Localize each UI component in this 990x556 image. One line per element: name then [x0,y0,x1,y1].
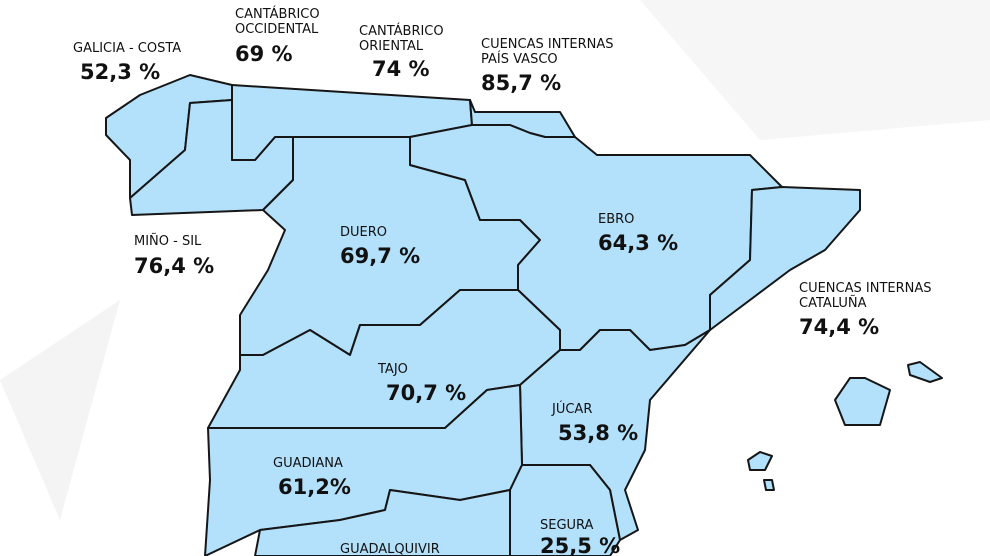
region-name: CATALUÑA [799,295,867,311]
region-value: 69,7 % [340,244,420,268]
region-value: 53,8 % [558,421,638,445]
region-name: CANTÁBRICO [359,23,444,39]
region-name: JÚCAR [551,401,592,417]
regions [105,74,943,556]
region-value: 61,2% [278,475,351,499]
region-value: 64,3 % [598,231,678,255]
region-name: OCCIDENTAL [235,22,319,37]
region-name: ORIENTAL [359,39,424,54]
region-value: 85,7 % [481,71,561,95]
bg-shape [0,300,120,520]
region-value: 52,3 % [80,60,160,84]
region-name: DUERO [340,225,387,240]
region-name: CANTÁBRICO [235,6,320,22]
region-name: PAÍS VASCO [481,51,558,67]
region [709,186,861,331]
region-name: MIÑO - SIL [134,233,202,249]
region-name: TAJO [377,362,408,377]
island [747,451,773,471]
region-name: EBRO [598,212,634,227]
region-value: 76,4 % [134,254,214,278]
region-name: SEGURA [540,518,594,533]
region-name: CUENCAS INTERNAS [481,37,614,52]
island [907,361,943,383]
bg-shape [640,0,990,140]
region-value: 70,7 % [386,381,466,405]
region-name: GUADALQUIVIR [340,542,440,556]
region-value: 69 % [235,42,293,66]
region-name: GALICIA - COSTA [73,41,181,56]
region-name: CUENCAS INTERNAS [799,281,932,296]
region-value: 74,4 % [799,315,879,339]
region-name: GUADIANA [273,456,343,471]
island [763,479,775,491]
region-value: 25,5 % [540,534,620,556]
region-value: 74 % [372,57,430,81]
island [834,377,891,426]
region [254,489,511,556]
